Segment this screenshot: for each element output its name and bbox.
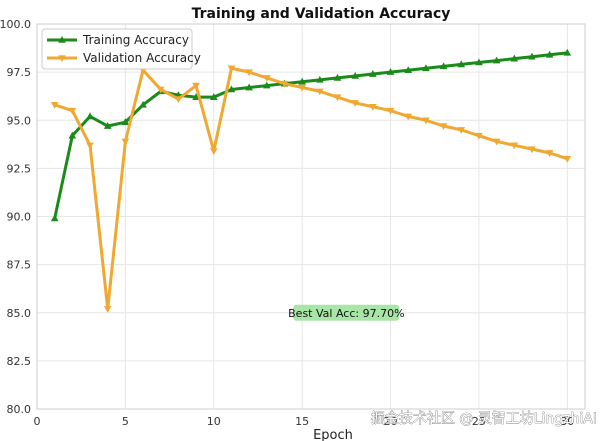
y-tick-label: 100.0 [0, 18, 31, 31]
annotation-box [293, 304, 400, 321]
data-point-validation [86, 142, 94, 150]
legend-label-validation: Validation Accuracy [83, 51, 201, 65]
data-point-training [68, 131, 77, 139]
data-point-validation [369, 103, 377, 111]
data-point-validation [422, 117, 430, 125]
data-point-validation [245, 69, 253, 77]
data-point-validation [263, 75, 271, 82]
data-point-training [209, 93, 218, 100]
data-point-validation [316, 88, 324, 96]
data-point-validation [227, 65, 236, 73]
data-point-training [316, 75, 324, 83]
legend-marker-validation [58, 55, 66, 62]
legend-box [41, 28, 193, 70]
data-point-training [404, 66, 413, 73]
data-point-validation [298, 84, 306, 92]
data-point-validation [404, 113, 413, 121]
data-point-training [386, 68, 395, 75]
x-tick-label: 5 [122, 415, 129, 428]
data-point-validation [280, 80, 289, 88]
y-tick-label: 90.0 [7, 211, 32, 224]
data-point-validation [439, 123, 448, 131]
data-point-training [351, 71, 359, 79]
y-tick-label: 80.0 [7, 403, 32, 416]
data-point-training [245, 83, 253, 91]
grid-lines [36, 23, 585, 410]
data-point-training [492, 56, 501, 64]
data-point-validation [209, 148, 218, 156]
data-point-validation [457, 127, 466, 134]
data-point-training [528, 52, 536, 60]
plot-frame [36, 23, 586, 410]
data-point-training [121, 118, 130, 125]
data-point-validation [103, 306, 112, 313]
data-point-training [50, 214, 59, 222]
data-point-training [439, 62, 448, 70]
x-tick-label: 15 [295, 415, 309, 428]
data-point-validation [192, 82, 200, 90]
x-tick-label: 30 [560, 415, 574, 428]
data-point-validation [563, 155, 572, 163]
series-layer [50, 48, 572, 313]
y-tick-label: 85.0 [7, 307, 32, 320]
x-tick-label: 10 [207, 415, 221, 428]
data-point-training [103, 122, 112, 129]
data-point-training [545, 50, 554, 58]
data-point-validation [68, 107, 77, 115]
data-point-training [139, 100, 147, 108]
y-tick-label: 82.5 [7, 355, 32, 368]
chart-title: Training and Validation Accuracy [192, 6, 451, 22]
data-point-training [457, 60, 466, 68]
legend-label-training: Training Accuracy [82, 33, 189, 47]
legend: Training Accuracy Validation Accuracy [41, 28, 201, 70]
data-point-validation [528, 146, 536, 154]
data-point-validation [121, 138, 130, 146]
x-tick-label: 0 [34, 415, 41, 428]
data-point-training [86, 112, 94, 120]
annotation-text: Best Val Acc: 97.70% [288, 307, 404, 320]
data-point-validation [50, 102, 59, 109]
data-point-validation [351, 100, 359, 107]
best-val-annotation: Best Val Acc: 97.70% [288, 304, 405, 321]
data-point-training [510, 54, 519, 62]
data-point-training [422, 64, 430, 72]
watermark: 掘金技术社区 @ 灵智工坊LingzhiAI [371, 411, 597, 427]
x-axis-label: Epoch [313, 428, 353, 441]
legend-marker-training [58, 36, 66, 43]
data-point-training [475, 58, 483, 66]
axis-ticks: 80.0 82.5 85.0 87.5 90.0 92.5 95.0 97.5 100.0 0 5 1… [0, 18, 574, 428]
data-point-training [263, 81, 271, 89]
series-line-training [53, 51, 569, 220]
data-point-validation [492, 138, 501, 146]
data-point-validation [545, 150, 554, 157]
x-tick-label: 25 [472, 415, 486, 428]
data-point-training [298, 77, 306, 85]
y-tick-label: 97.5 [7, 66, 32, 79]
data-point-validation [386, 107, 395, 115]
data-point-training [563, 48, 572, 56]
data-point-training [227, 85, 236, 93]
y-tick-label: 92.5 [7, 162, 32, 175]
data-point-validation [333, 94, 342, 102]
data-point-validation [174, 96, 183, 104]
data-point-training [369, 70, 377, 77]
data-point-training [333, 73, 342, 81]
data-point-validation [510, 142, 519, 150]
series-line-validation [53, 66, 569, 311]
x-tick-label: 20 [384, 415, 398, 428]
y-tick-label: 87.5 [7, 259, 32, 272]
data-point-validation [156, 86, 165, 94]
y-tick-label: 95.0 [7, 114, 32, 127]
data-point-validation [475, 132, 483, 140]
